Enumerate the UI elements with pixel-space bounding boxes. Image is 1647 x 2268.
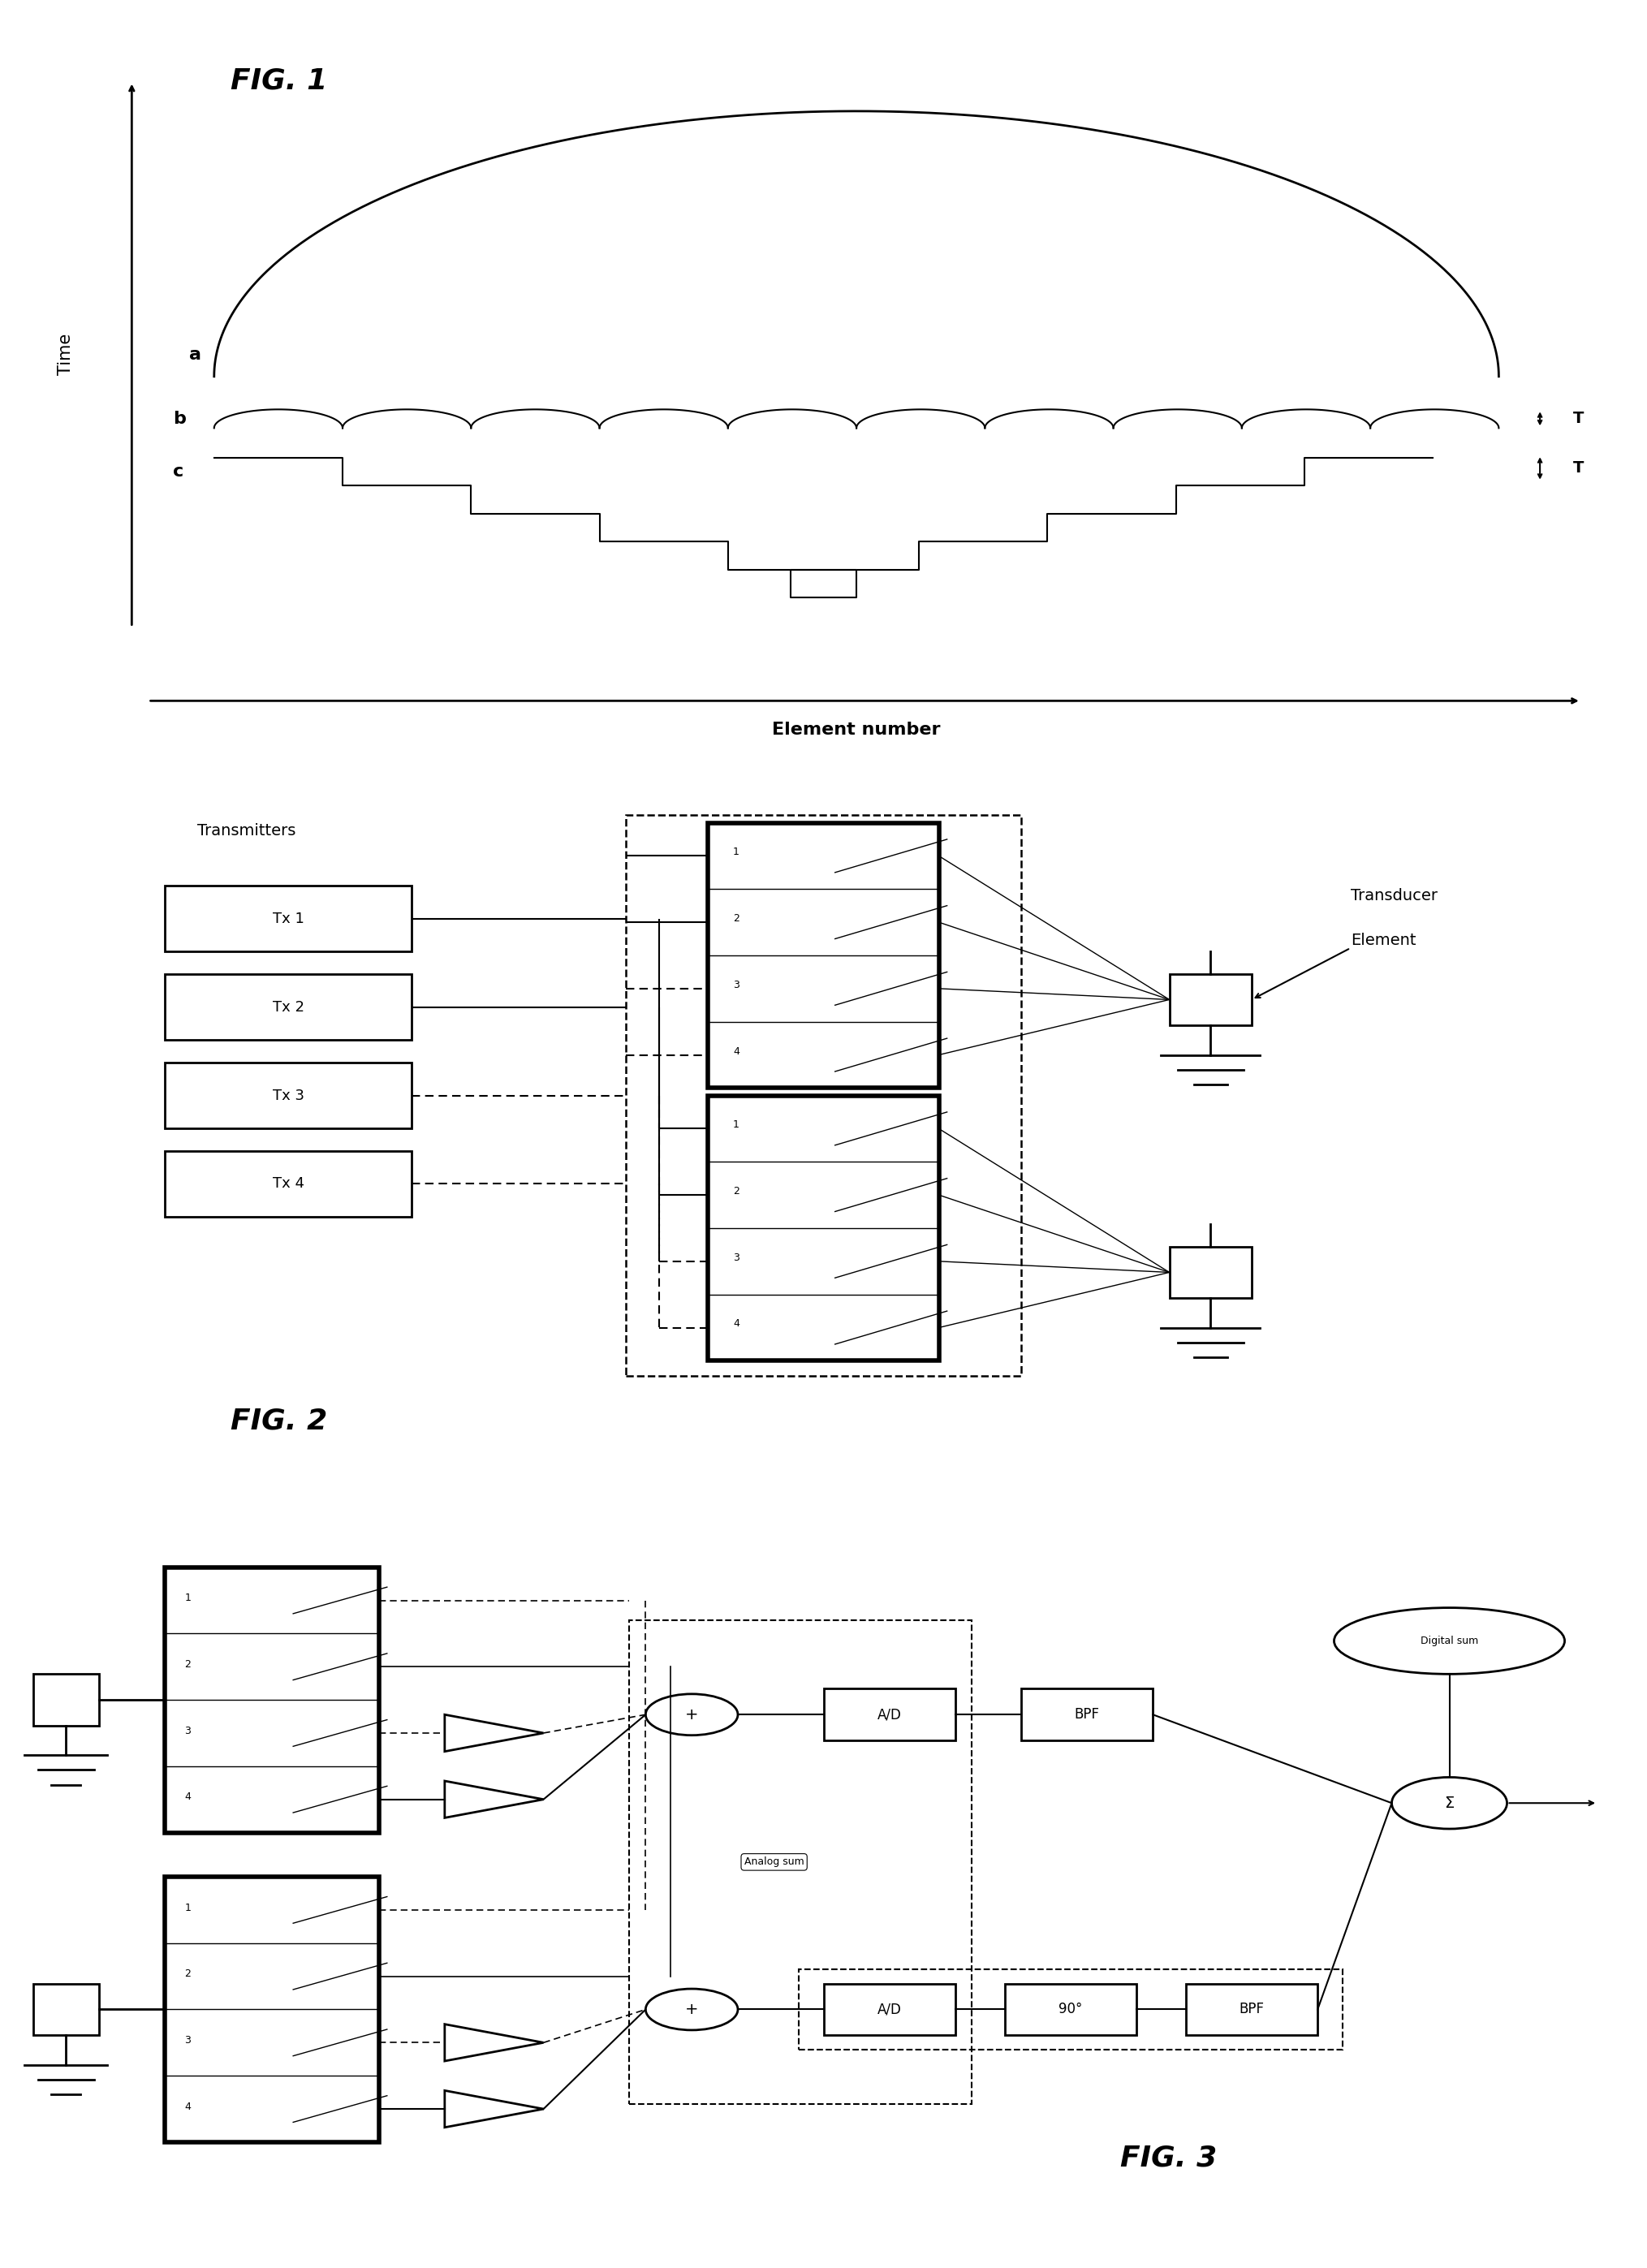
Text: 4: 4 [184,2102,191,2112]
Text: FIG. 3: FIG. 3 [1120,2143,1217,2173]
Text: Tx 1: Tx 1 [272,912,305,925]
FancyBboxPatch shape [708,1095,939,1361]
Text: Analog sum: Analog sum [744,1857,804,1867]
Text: Time: Time [58,333,74,374]
Text: A/D: A/D [878,1708,901,1721]
Text: +: + [685,2003,698,2016]
Text: 1: 1 [733,846,740,857]
Text: 3: 3 [184,1726,191,1735]
Text: 3: 3 [184,2034,191,2046]
FancyBboxPatch shape [165,1150,412,1218]
Text: Tx 3: Tx 3 [272,1089,305,1102]
FancyBboxPatch shape [1021,1690,1153,1740]
Text: 2: 2 [184,1969,191,1980]
Text: 1: 1 [184,1592,191,1603]
Text: Transducer: Transducer [1351,889,1438,903]
FancyBboxPatch shape [1005,1985,1136,2034]
Text: 4: 4 [184,1792,191,1803]
Text: a: a [189,347,201,363]
FancyBboxPatch shape [824,1690,955,1740]
Text: Tx 4: Tx 4 [272,1177,305,1191]
Text: c: c [173,463,184,481]
FancyBboxPatch shape [1186,1985,1318,2034]
Text: +: + [685,1708,698,1721]
Text: 1: 1 [184,1903,191,1912]
FancyBboxPatch shape [165,1061,412,1129]
FancyBboxPatch shape [165,885,412,953]
Text: Element: Element [1351,932,1416,948]
FancyBboxPatch shape [1169,1247,1252,1297]
FancyBboxPatch shape [165,973,412,1041]
Text: 90°: 90° [1059,2003,1082,2016]
Text: 3: 3 [733,1252,740,1263]
Text: Element number: Element number [772,721,940,737]
FancyBboxPatch shape [165,1878,379,2141]
Text: 2: 2 [733,914,740,923]
Text: b: b [173,411,186,426]
Text: Transmitters: Transmitters [198,823,296,839]
Text: FIG. 2: FIG. 2 [231,1406,328,1436]
Text: 3: 3 [733,980,740,991]
Text: FIG. 1: FIG. 1 [231,68,328,95]
FancyBboxPatch shape [1169,973,1252,1025]
FancyBboxPatch shape [33,1674,99,1726]
Text: T: T [1573,460,1584,476]
FancyBboxPatch shape [33,1985,99,2034]
Text: BPF: BPF [1239,2003,1265,2016]
Text: 2: 2 [733,1186,740,1198]
Text: Digital sum: Digital sum [1420,1635,1479,1647]
Text: A/D: A/D [878,2003,901,2016]
Text: T: T [1573,411,1584,426]
Text: Tx 2: Tx 2 [272,1000,305,1014]
FancyBboxPatch shape [708,823,939,1089]
Text: Σ: Σ [1444,1796,1454,1810]
Text: 1: 1 [733,1120,740,1129]
Text: 2: 2 [184,1660,191,1669]
Text: BPF: BPF [1074,1708,1100,1721]
FancyBboxPatch shape [165,1567,379,1833]
FancyBboxPatch shape [824,1985,955,2034]
Text: 4: 4 [733,1046,740,1057]
Text: 4: 4 [733,1318,740,1329]
